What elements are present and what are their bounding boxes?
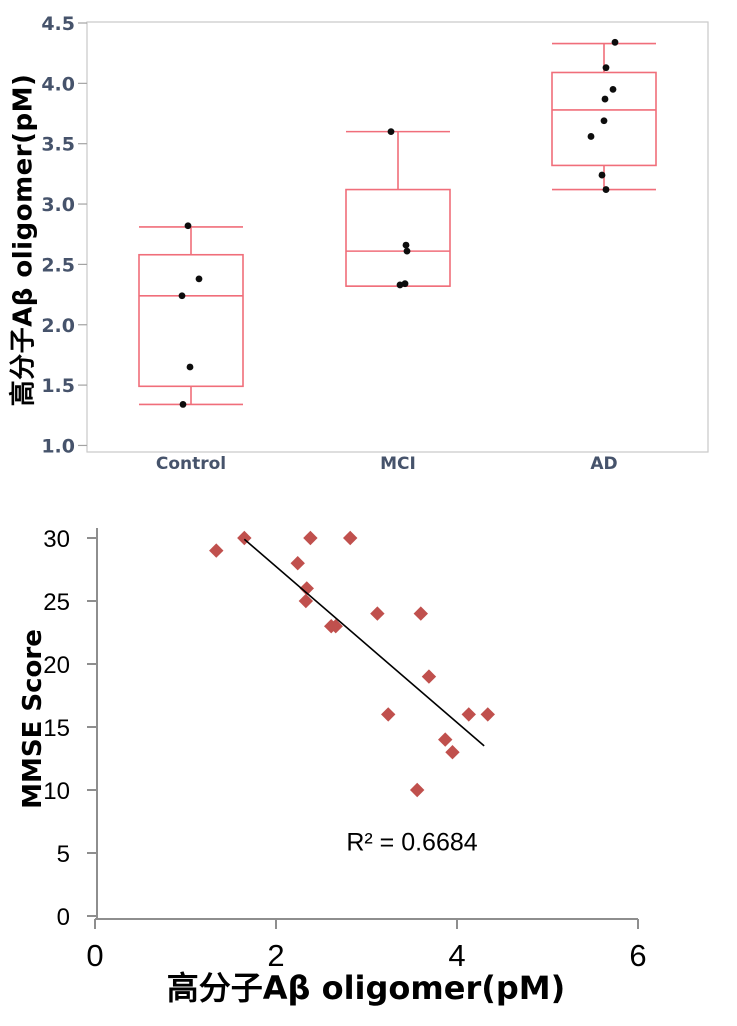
scatter-point — [343, 530, 358, 546]
scatter-y-tick-label: 0 — [57, 904, 70, 931]
y-tick-label: 3.5 — [41, 134, 75, 156]
scatter-y-tick-label: 5 — [57, 841, 70, 868]
box-rect — [345, 188, 451, 287]
box-data-point — [178, 292, 186, 300]
box-data-point — [401, 280, 409, 288]
scatter-point — [209, 543, 224, 558]
y-tick-label: 3.0 — [41, 194, 75, 216]
scatter-point — [370, 606, 385, 621]
box-data-point — [602, 64, 610, 72]
scatter-x-tick-label: 2 — [267, 938, 284, 973]
y-tick-label: 1.5 — [41, 375, 75, 397]
category-label: Control — [156, 454, 226, 474]
y-tick-label: 2.5 — [41, 254, 75, 276]
box-data-point — [598, 171, 606, 179]
y-tick-label: 4.5 — [41, 13, 75, 35]
scatter-point — [438, 732, 453, 747]
scatter-point — [413, 606, 428, 621]
scatter-canvas: 0 5 10 15 20 25 30 0 2 4 6 — [43, 526, 646, 973]
scatter-point — [480, 707, 495, 722]
scatter-x-axis-title: 高分子Aβ oligomer(pM) — [166, 969, 566, 1007]
box-data-point — [195, 275, 203, 283]
scatter-point — [303, 530, 318, 546]
scatter-y-tick-label: 10 — [43, 778, 70, 805]
r-squared-annotation: R² = 0.6684 — [346, 828, 478, 857]
category-label: AD — [590, 454, 617, 474]
box-data-point — [184, 222, 192, 230]
box-data-point — [609, 85, 617, 93]
scatter-y-tick-label: 25 — [43, 589, 70, 616]
scatter-x-tick-label: 0 — [86, 938, 103, 973]
scatter-point — [409, 782, 425, 798]
category-label: MCI — [380, 454, 416, 474]
box-data-point — [600, 117, 608, 125]
scatter-x-tick-label: 6 — [629, 938, 646, 973]
box-data-point — [402, 241, 410, 249]
box-data-point — [403, 247, 411, 255]
y-tick-label: 1.0 — [41, 435, 75, 457]
y-tick-label: 4.0 — [41, 73, 75, 95]
box-data-point — [601, 95, 609, 103]
trend-line — [243, 538, 485, 747]
box-data-point — [602, 186, 610, 193]
box-data-point — [611, 38, 619, 46]
scatter-point — [290, 556, 305, 571]
scatter-x-tick-label: 4 — [448, 938, 465, 973]
box-data-point — [387, 128, 395, 136]
box-data-point — [587, 133, 595, 140]
scatter-point — [298, 593, 314, 609]
scatter-point — [461, 707, 476, 722]
scatter-point — [421, 669, 437, 684]
scatter-point — [381, 707, 396, 722]
box-data-point — [186, 363, 194, 371]
scatter-y-tick-label: 30 — [43, 526, 70, 553]
y-tick-label: 2.0 — [41, 315, 75, 337]
scatter-point — [445, 745, 460, 760]
box-data-point — [179, 401, 187, 408]
boxplot-canvas: 1.0 1.5 2.0 2.5 3.0 3.5 4.0 4.5 Control MCI AD — [41, 13, 709, 474]
scatter-y-tick-label: 15 — [43, 715, 70, 742]
scatter-y-tick-label: 20 — [43, 652, 70, 679]
